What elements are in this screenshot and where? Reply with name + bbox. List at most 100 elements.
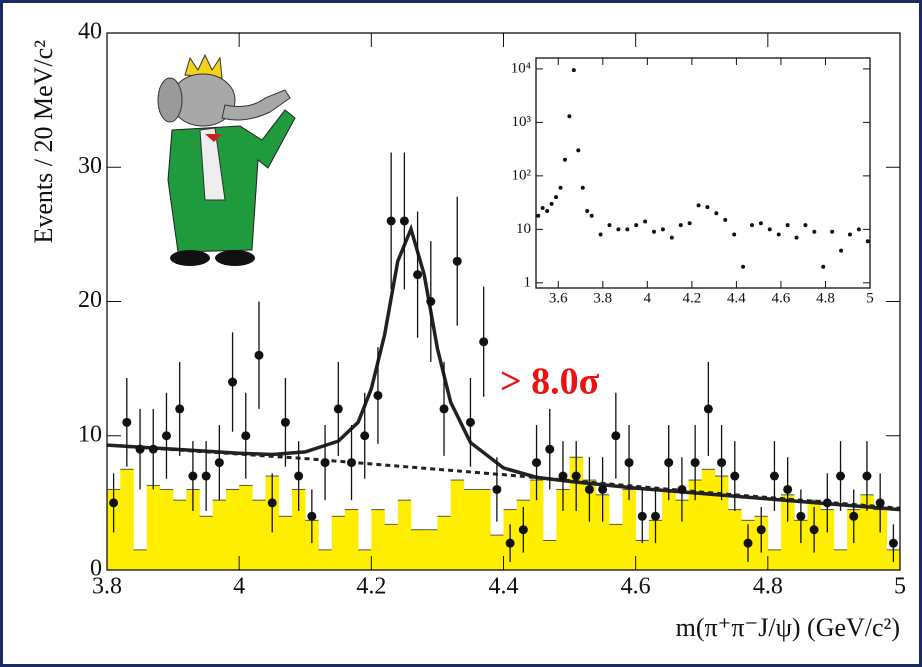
histogram-bar: [714, 476, 729, 570]
histogram-bar: [609, 524, 623, 570]
data-point: [545, 444, 555, 454]
inset-point: [794, 235, 799, 240]
data-point: [465, 417, 475, 427]
histogram-bar: [225, 489, 240, 570]
histogram-bar: [159, 489, 174, 570]
y-tick-label: 10: [516, 221, 531, 237]
y-tick-label: 10⁴: [511, 60, 531, 76]
plot-frame: [535, 57, 871, 289]
data-point: [796, 511, 806, 521]
histogram-bar: [662, 489, 676, 570]
inset-point: [536, 213, 541, 218]
data-point: [413, 270, 423, 280]
data-point: [571, 471, 581, 481]
inset-point: [732, 232, 737, 237]
x-tick-label: 4: [233, 574, 245, 600]
data-point: [492, 484, 502, 494]
inset-point: [803, 223, 808, 228]
y-axis-label: Events / 20 MeV/c²: [29, 40, 58, 244]
y-tick-label: 40: [78, 19, 102, 45]
histogram-bar: [212, 500, 227, 570]
x-tick-label: 4.2: [356, 574, 386, 600]
inset-point: [856, 227, 861, 232]
inset-point: [607, 223, 612, 228]
inset-point: [865, 239, 870, 244]
x-tick-label: 4.8: [753, 574, 783, 600]
data-point: [452, 256, 462, 266]
fit-curve: [106, 223, 901, 512]
data-point: [598, 484, 608, 494]
inset-point: [660, 227, 665, 232]
histogram-bar: [781, 494, 795, 570]
histogram-bar: [344, 509, 359, 570]
histogram-bar: [410, 529, 425, 570]
histogram-bar: [384, 524, 399, 570]
data-point: [677, 484, 687, 494]
x-tick-label: 3.8: [92, 574, 122, 600]
inset-point: [776, 232, 781, 237]
x-tick-label: 5: [894, 574, 906, 600]
histogram-bar: [477, 489, 491, 570]
chart: 3.8 4 4.2 4.4 4.6 4.8 5 0 10 20 30 40 m(π⁺π⁻J/ψ) (Ge…: [29, 19, 906, 642]
data-point: [333, 404, 343, 414]
histogram-bar: [767, 549, 782, 570]
data-point: [664, 458, 674, 468]
inset-point: [634, 223, 639, 228]
data-point: [148, 444, 158, 454]
x-axis-label: m(π⁺π⁻J/ψ) (GeV/c²): [676, 613, 900, 642]
data-point: [637, 511, 647, 521]
data-point: [558, 471, 568, 481]
histogram-bar: [490, 535, 504, 570]
histogram-bar: [622, 489, 636, 570]
histogram-bar: [728, 509, 742, 570]
histogram-bar: [569, 457, 584, 570]
data-point: [254, 350, 264, 360]
inset-point: [847, 232, 852, 237]
y-tick-label: 10²: [512, 167, 532, 183]
y-tick-label: 0: [90, 556, 102, 582]
x-tick-label: 4.6: [772, 291, 791, 307]
histogram-bar: [239, 485, 253, 570]
inset-point: [758, 221, 763, 226]
data-point: [717, 458, 727, 468]
y-tick-label: 10³: [512, 114, 532, 130]
x-tick-label: 3.8: [593, 291, 612, 307]
data-point: [756, 525, 766, 535]
histogram-bar: [437, 516, 451, 570]
histogram-bar: [371, 509, 385, 570]
annotation: > 8.0σ: [500, 361, 600, 403]
data-point: [426, 297, 436, 306]
histogram-bar: [397, 500, 412, 570]
x-tick-label: 3.6: [549, 291, 568, 307]
data-point: [280, 417, 290, 427]
histogram-bar: [186, 489, 200, 570]
histogram-bar: [278, 516, 293, 570]
histogram-bar: [358, 549, 372, 570]
inset-point: [678, 223, 683, 228]
inset-point: [562, 157, 567, 162]
data-point: [836, 471, 846, 481]
data-point: [532, 458, 542, 468]
histogram-bar: [305, 520, 319, 570]
inset-point: [580, 185, 585, 190]
data-point: [703, 404, 713, 414]
background-curve: [106, 443, 901, 510]
histogram-bar: [688, 480, 703, 570]
data-point: [228, 377, 238, 387]
data-point: [875, 498, 885, 508]
data-point: [862, 471, 872, 481]
inset-point: [767, 227, 772, 232]
x-tick-label: 4: [644, 291, 652, 307]
inset-point: [567, 114, 572, 119]
inset-point: [571, 68, 576, 73]
data-point: [360, 431, 370, 441]
inset-point: [669, 235, 674, 240]
x-tick-label: 5: [866, 291, 874, 307]
y-tick-label: 10: [78, 421, 102, 447]
histogram-bar: [635, 540, 650, 570]
inset-point: [558, 185, 563, 190]
data-point: [690, 458, 700, 468]
x-tick-label: 4.4: [727, 291, 746, 307]
data-point: [347, 458, 357, 468]
